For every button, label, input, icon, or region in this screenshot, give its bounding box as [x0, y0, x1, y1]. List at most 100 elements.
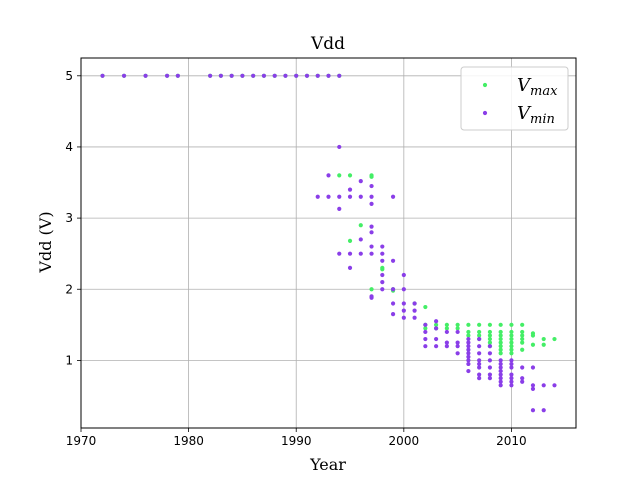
x-tick-label: 2010 [496, 434, 527, 448]
data-point [498, 376, 503, 381]
data-point [509, 358, 514, 363]
data-point [444, 326, 449, 331]
x-tick-label: 2000 [389, 434, 420, 448]
data-point [498, 333, 503, 338]
data-point [326, 73, 331, 78]
data-point [455, 329, 460, 335]
data-point [520, 329, 525, 335]
data-point [444, 322, 449, 327]
data-point [423, 326, 428, 331]
data-point [477, 358, 482, 363]
x-axis-ticks: 1970 1980 1990 2000 2010 [66, 428, 527, 448]
data-point [466, 354, 471, 359]
data-point [347, 173, 353, 178]
data-point [541, 383, 546, 388]
data-point [434, 336, 439, 342]
data-point [423, 304, 428, 310]
x-axis-title: Year [309, 455, 346, 474]
data-point [520, 340, 525, 345]
data-point [347, 251, 353, 256]
data-point [509, 376, 514, 381]
data-point [347, 187, 353, 192]
data-point [369, 183, 374, 189]
data-point [261, 73, 267, 78]
y-tick-label: 3 [65, 211, 73, 225]
data-point [455, 326, 460, 331]
data-point [272, 73, 277, 78]
data-point [218, 73, 223, 78]
data-point [326, 194, 331, 199]
data-point [487, 333, 493, 338]
data-point [401, 272, 406, 278]
data-point [520, 376, 525, 381]
data-point [477, 322, 482, 327]
data-point [477, 329, 482, 335]
data-point [380, 287, 385, 292]
data-point [380, 280, 385, 285]
data-point [509, 372, 514, 377]
data-point [466, 329, 471, 335]
data-point [347, 265, 353, 271]
data-point [444, 329, 449, 335]
data-point [530, 408, 536, 413]
data-point [390, 287, 396, 292]
data-point [466, 361, 471, 367]
data-points [100, 73, 557, 413]
data-point [423, 336, 428, 342]
data-point [444, 340, 449, 345]
data-point [477, 376, 482, 381]
data-point [369, 287, 374, 292]
data-point [412, 315, 417, 320]
data-point [487, 340, 493, 345]
plot-frame [80, 57, 577, 429]
data-point [466, 368, 471, 374]
data-point [444, 344, 449, 349]
x-tick-label: 1970 [66, 434, 97, 448]
data-point [369, 295, 374, 300]
data-point [498, 347, 503, 352]
data-point [358, 178, 363, 184]
data-point [380, 272, 385, 278]
chart-title: Vdd [310, 34, 345, 54]
data-point [337, 251, 342, 256]
data-point [509, 322, 514, 327]
data-point [487, 365, 493, 370]
data-point [369, 174, 374, 179]
data-point [487, 329, 493, 335]
data-point [251, 73, 256, 78]
data-point [466, 333, 471, 338]
data-point [541, 336, 546, 342]
data-point [509, 361, 514, 367]
data-point [283, 73, 288, 78]
data-point [380, 258, 385, 263]
data-point [423, 329, 428, 335]
data-point [466, 322, 471, 327]
data-point [509, 379, 514, 384]
data-point [412, 308, 417, 313]
data-point [347, 238, 353, 243]
data-point [530, 342, 536, 347]
data-point [369, 230, 374, 235]
data-point [498, 351, 503, 356]
data-point [434, 344, 439, 349]
y-tick-label: 5 [65, 69, 73, 83]
data-point [509, 340, 514, 345]
data-point [498, 368, 503, 374]
data-point [509, 383, 514, 388]
data-point [455, 344, 460, 349]
data-point [358, 194, 363, 199]
data-point [498, 358, 503, 363]
data-point [423, 322, 428, 327]
data-point [143, 73, 148, 78]
data-point [434, 319, 439, 324]
data-point [337, 73, 342, 78]
data-point [337, 194, 342, 199]
y-tick-label: 1 [65, 353, 73, 367]
data-point [520, 322, 525, 327]
data-point [477, 336, 482, 342]
data-point [530, 333, 536, 338]
data-point [552, 336, 557, 342]
data-point [509, 344, 514, 349]
data-point [401, 301, 406, 306]
